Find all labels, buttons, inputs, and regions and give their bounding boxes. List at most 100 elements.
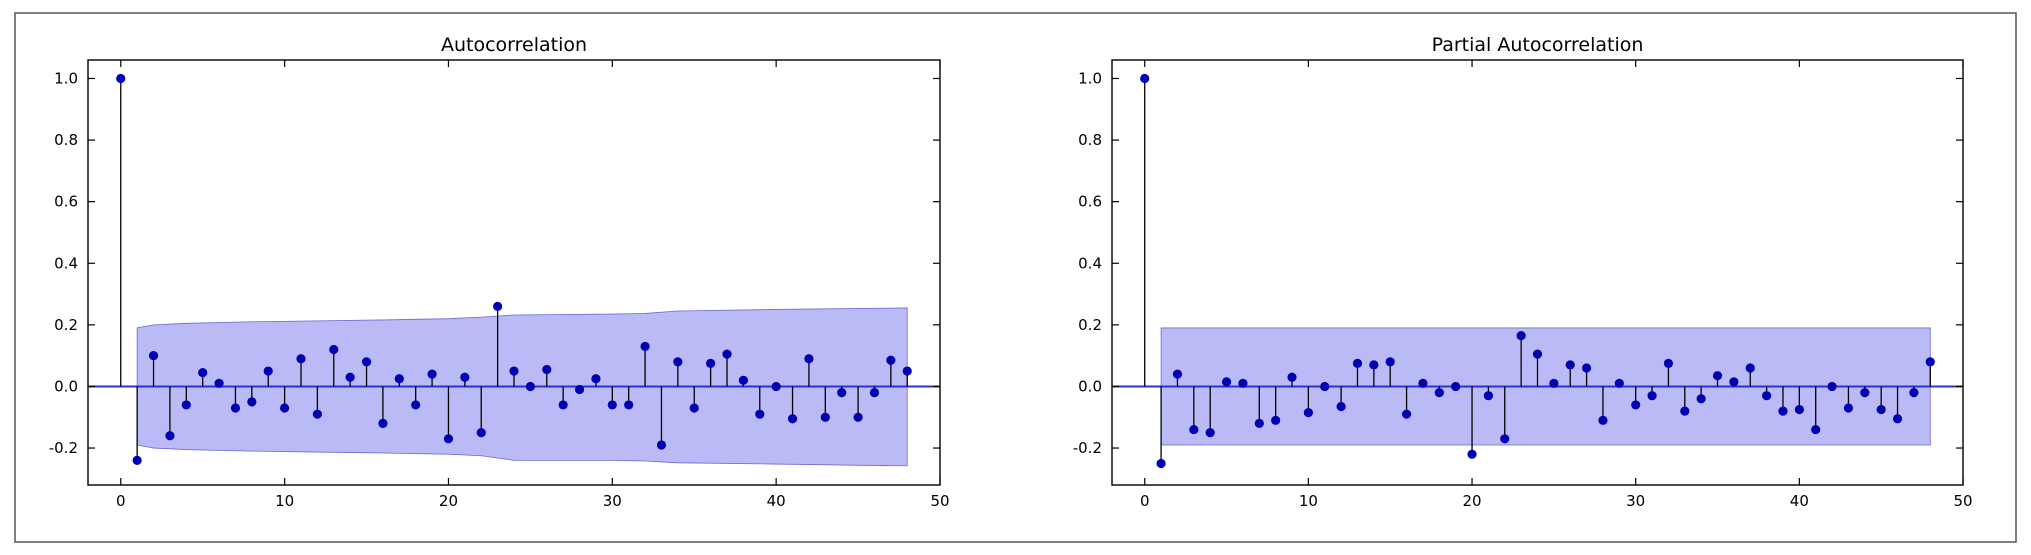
x-tick-label: 20 (1462, 492, 1481, 510)
partial-autocorrelation-axes (1111, 59, 1964, 486)
chart-title: Autocorrelation (441, 34, 587, 56)
point-lag-23 (1516, 331, 1526, 341)
point-lag-42 (804, 354, 814, 364)
point-lag-20 (443, 434, 454, 444)
y-tick-label: 1.0 (1078, 69, 1102, 87)
point-lag-14 (345, 372, 355, 382)
y-tick-label: 0.6 (54, 193, 78, 211)
point-lag-39 (1778, 406, 1788, 416)
point-lag-30 (607, 400, 617, 410)
point-lag-1 (1156, 458, 1166, 469)
point-lag-25 (1549, 378, 1559, 388)
point-lag-13 (329, 344, 339, 355)
autocorrelation-panel: 0 10 20 30 40 50 -0.2 0.0 0.2 0.4 0.6 0.8 1.0 Autoc… (49, 34, 950, 510)
point-lag-31 (624, 400, 634, 410)
x-tick-label: 40 (767, 492, 786, 510)
point-lag-31 (1647, 391, 1657, 401)
point-lag-15 (361, 357, 372, 367)
point-lag-45 (853, 412, 863, 422)
point-lag-36 (1729, 377, 1739, 387)
x-tick-label: 0 (116, 492, 126, 510)
x-tick-label: 40 (1790, 492, 1809, 510)
point-lag-47 (1909, 388, 1919, 398)
point-lag-22 (1500, 434, 1510, 444)
x-tick-label: 50 (930, 492, 949, 510)
y-tick-label: 0.8 (1078, 131, 1102, 149)
point-lag-45 (1876, 404, 1886, 415)
y-tick-label: 0.6 (1078, 193, 1102, 211)
point-lag-5 (198, 367, 208, 378)
point-lag-7 (1254, 418, 1264, 429)
point-lag-16 (378, 418, 388, 429)
y-tick-label: 0.2 (1078, 316, 1102, 334)
point-lag-11 (296, 354, 306, 364)
point-lag-26 (542, 364, 552, 375)
point-lag-44 (837, 388, 847, 398)
point-lag-47 (886, 355, 896, 365)
point-lag-2 (148, 351, 159, 361)
point-lag-25 (525, 381, 535, 392)
point-lag-44 (1860, 388, 1870, 398)
point-lag-37 (1745, 363, 1755, 373)
point-lag-34 (673, 357, 683, 367)
point-lag-32 (1663, 358, 1674, 368)
point-lag-29 (1614, 378, 1624, 388)
partial-autocorrelation-panel: 0 10 20 30 40 50 -0.2 0.0 0.2 0.4 0.6 0.8 1.0 Parti… (1073, 34, 1973, 510)
point-lag-21 (460, 372, 470, 382)
autocorrelation-axes (87, 59, 941, 486)
point-lag-3 (165, 431, 175, 441)
point-lag-13 (1352, 358, 1363, 368)
y-tick-layer: -0.2 0.0 0.2 0.4 0.6 0.8 1.0 (1073, 69, 1963, 457)
marker-layer (116, 73, 912, 465)
figure-border (14, 12, 2017, 543)
y-tick-label: -0.2 (49, 439, 78, 457)
point-lag-9 (263, 366, 273, 376)
point-lag-5 (1221, 377, 1232, 387)
point-lag-14 (1369, 360, 1379, 370)
y-tick-label: 0.4 (54, 254, 78, 272)
point-lag-7 (230, 403, 241, 413)
point-lag-34 (1696, 394, 1706, 404)
point-lag-8 (1271, 415, 1281, 425)
point-lag-16 (1401, 409, 1412, 419)
y-tick-label: 0.8 (54, 131, 78, 149)
point-lag-15 (1385, 357, 1395, 367)
y-tick-layer: -0.2 0.0 0.2 0.4 0.6 0.8 1.0 (49, 69, 940, 457)
y-tick-label: 1.0 (54, 69, 78, 87)
point-lag-43 (820, 412, 830, 422)
point-lag-32 (640, 341, 650, 352)
point-lag-29 (591, 374, 601, 384)
point-lag-41 (1811, 424, 1821, 435)
point-lag-18 (1434, 388, 1444, 398)
x-tick-label: 20 (439, 492, 458, 510)
point-lag-6 (1238, 378, 1248, 388)
point-lag-38 (1762, 391, 1772, 401)
point-lag-1 (132, 455, 142, 465)
x-tick-label: 50 (1953, 492, 1972, 510)
point-lag-48 (902, 366, 912, 376)
point-lag-46 (869, 388, 880, 398)
point-lag-22 (476, 428, 486, 438)
x-tick-label: 30 (603, 492, 622, 510)
point-lag-0 (116, 73, 126, 84)
marker-layer (1140, 73, 1935, 469)
point-lag-40 (1794, 404, 1804, 415)
point-lag-21 (1483, 391, 1494, 401)
y-tick-label: 0.0 (1078, 377, 1102, 395)
point-lag-12 (312, 409, 322, 419)
point-lag-33 (1680, 406, 1690, 416)
point-lag-20 (1467, 449, 1477, 459)
x-tick-layer: 0 10 20 30 40 50 (1140, 60, 1973, 510)
point-lag-35 (689, 403, 699, 413)
point-lag-40 (771, 381, 781, 392)
point-lag-27 (1581, 363, 1592, 373)
point-lag-0 (1140, 73, 1150, 84)
point-lag-41 (787, 414, 798, 424)
point-lag-19 (427, 369, 437, 379)
point-lag-24 (1532, 349, 1543, 359)
point-lag-19 (1451, 381, 1461, 392)
point-lag-43 (1843, 403, 1854, 413)
point-lag-33 (656, 440, 667, 450)
y-tick-label: -0.2 (1073, 439, 1102, 457)
